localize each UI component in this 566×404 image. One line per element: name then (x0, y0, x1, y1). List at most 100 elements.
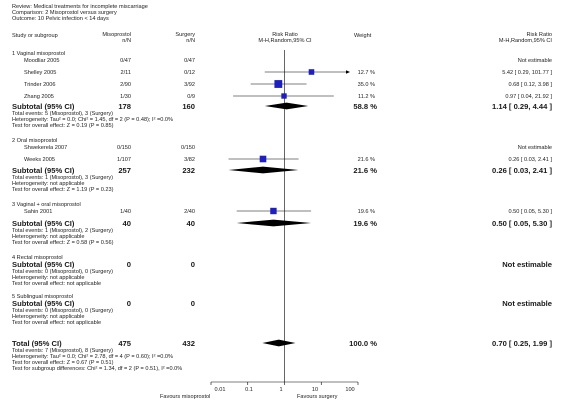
subtotal-exp: 0 (126, 299, 131, 308)
study-weight: 35.0 % (357, 82, 375, 88)
note: Test for overall effect: Z = 1.19 (P = 0… (12, 187, 114, 193)
study-exp: 0/47 (120, 58, 131, 64)
note: Test for overall effect: not applicable (12, 320, 102, 326)
study-weight: 12.7 % (357, 70, 375, 76)
subtotal-estimate: 0.26 [ 0.03, 2.41 ] (492, 166, 552, 175)
axis-tick-label: 1 (279, 387, 283, 393)
note: Total events: 0 (Misoprostol), 0 (Surger… (12, 308, 114, 314)
note: Test for overall effect: Z = 0.58 (P = 0… (12, 240, 114, 246)
study-ctrl: 0/12 (184, 70, 195, 76)
subtotal-ctrl: 40 (186, 219, 195, 228)
study-exp: 2/11 (120, 70, 131, 76)
study-exp: 1/107 (117, 157, 131, 163)
study-estimate: 0.68 [ 0.12, 3.98 ] (508, 82, 552, 88)
subtotal-diamond (236, 219, 312, 227)
study-point-box (281, 93, 287, 99)
total-exp: 475 (118, 339, 131, 348)
study-point-box (274, 80, 283, 88)
note: Heterogeneity: Tau² = 0.0; Chi² = 1.45, … (12, 117, 174, 123)
study-weight: 19.6 % (357, 209, 375, 215)
subtotal-label: Subtotal (95% CI) (12, 219, 75, 228)
group-title: 2 Oral misoprostol (12, 138, 58, 144)
subtotal-label: Subtotal (95% CI) (12, 166, 75, 175)
total-diamond (262, 339, 296, 347)
outcome-title: Outcome: 10 Pelvic infection < 14 days (12, 16, 109, 22)
study-name: Zhang 2005 (24, 94, 54, 100)
favours-left-label: Favours misoprostol (160, 394, 211, 400)
study-name: Shwekerela 2007 (24, 145, 68, 151)
study-ci-arrow (346, 70, 350, 74)
study-estimate: 0.50 [ 0.05, 5.30 ] (508, 209, 552, 215)
favours-right-label: Favours surgery (297, 394, 338, 400)
study-estimate: 0.97 [ 0.04, 21.92 ] (505, 94, 552, 100)
group-title: 1 Vaginal misoprostol (12, 51, 66, 57)
col-study: Study or subgroup (12, 33, 58, 39)
note: Heterogeneity: Tau² = 0.0; Chi² = 2.78, … (12, 354, 174, 360)
study-ctrl: 3/82 (184, 157, 195, 163)
group-title: 5 Sublingual misoprostol (12, 294, 73, 300)
note: Test for overall effect: not applicable (12, 281, 102, 287)
study-exp: 2/90 (120, 82, 131, 88)
col-exp-name: Misoprostol (102, 32, 131, 38)
subtotal-ctrl: 0 (190, 260, 195, 269)
note: Heterogeneity: not applicable (12, 181, 85, 187)
total-estimate: 0.70 [ 0.25, 1.99 ] (492, 339, 552, 348)
study-weight: 21.6 % (357, 157, 375, 163)
subtotal-label: Subtotal (95% CI) (12, 260, 75, 269)
subtotal-exp: 0 (126, 260, 131, 269)
total-weight: 100.0 % (349, 339, 377, 348)
study-ctrl: 0/47 (184, 58, 195, 64)
study-point-box (259, 155, 267, 163)
axis-tick-label: 10 (311, 387, 319, 393)
subtotal-ctrl: 160 (182, 102, 195, 111)
subtotal-label: Subtotal (95% CI) (12, 102, 75, 111)
total-label: Total (95% CI) (12, 339, 62, 348)
col-ctrl-unit: n/N (186, 38, 195, 44)
study-exp: 1/30 (120, 94, 131, 100)
study-point-box (308, 69, 315, 75)
study-ctrl: 3/92 (184, 82, 195, 88)
study-exp: 0/150 (117, 145, 131, 151)
note: Total events: 5 (Misoprostol), 3 (Surger… (12, 111, 114, 117)
study-estimate: Not estimable (517, 58, 552, 64)
note: Total events: 0 (Misoprostol), 0 (Surger… (12, 269, 114, 275)
note: Test for overall effect: Z = 0.67 (P = 0… (12, 360, 114, 366)
group-title: 3 Vaginal + oral misoprostol (12, 202, 81, 208)
subtotal-exp: 40 (122, 219, 131, 228)
col-weight: Weight (354, 33, 372, 39)
subtotal-weight: 19.6 % (353, 219, 377, 228)
col-rr2-name: Risk Ratio (526, 32, 553, 38)
group-title: 4 Rectal misoprostol (12, 255, 63, 261)
subtotal-ctrl: 232 (182, 166, 195, 175)
axis-tick-label: 100 (345, 387, 355, 393)
note: Heterogeneity: not applicable (12, 275, 85, 281)
subtotal-weight: 58.8 % (353, 102, 377, 111)
study-exp: 1/40 (120, 209, 131, 215)
total-ctrl: 432 (182, 339, 195, 348)
subtotal-diamond (264, 102, 309, 110)
study-estimate: 5.42 [ 0.29, 101.77 ] (502, 70, 552, 76)
study-estimate: 0.26 [ 0.03, 2.41 ] (508, 157, 552, 163)
subtotal-ctrl: 0 (190, 299, 195, 308)
note: Total events: 1 (Misoprostol), 3 (Surger… (12, 175, 114, 181)
comparison-title: Comparison: 2 Misoprostol versus surgery (12, 10, 117, 16)
note: Test for subgroup differences: Chi² = 1.… (12, 366, 183, 372)
col-exp-unit: n/N (122, 38, 131, 44)
review-title: Review: Medical treatments for incomplet… (12, 4, 148, 10)
note: Test for overall effect: Z = 0.19 (P = 0… (12, 123, 114, 129)
study-ctrl: 0/150 (181, 145, 195, 151)
note: Heterogeneity: not applicable (12, 234, 85, 240)
subtotal-exp: 257 (118, 166, 131, 175)
subtotal-label: Subtotal (95% CI) (12, 299, 75, 308)
col-rr2-method: M-H,Random,95% CI (498, 38, 552, 44)
subtotal-estimate: 1.14 [ 0.29, 4.44 ] (492, 102, 552, 111)
axis-tick-label: 0.1 (245, 387, 253, 393)
study-name: Trinder 2006 (24, 82, 56, 88)
study-weight: 11.2 % (358, 94, 375, 100)
study-point-box (270, 207, 277, 215)
col-rr-name: Risk Ratio (272, 32, 298, 38)
subtotal-estimate: 0.50 [ 0.05, 5.30 ] (492, 219, 552, 228)
subtotal-exp: 178 (118, 102, 131, 111)
subtotal-weight: 21.6 % (353, 166, 377, 175)
